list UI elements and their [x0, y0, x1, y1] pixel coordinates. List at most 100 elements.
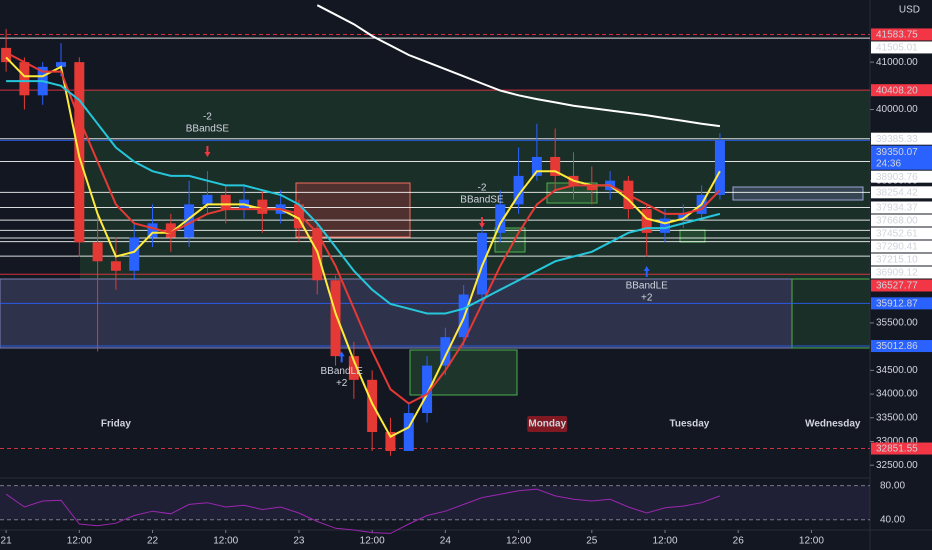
candle-body — [440, 337, 451, 366]
candle-body — [422, 365, 433, 414]
signal-label: +2 — [641, 293, 653, 304]
candle-body — [56, 62, 67, 67]
x-tick-label: 12:00 — [506, 536, 531, 547]
signal-label: -2 — [203, 112, 212, 123]
candle-body — [1, 47, 12, 63]
level-label-bg — [871, 145, 932, 170]
zone-green — [791, 278, 871, 349]
candle-body — [495, 204, 506, 233]
x-tick-label: 12:00 — [213, 536, 238, 547]
rsi-line — [5, 488, 721, 534]
level-label: 38254.42 — [876, 187, 918, 198]
day-label: Friday — [101, 419, 131, 430]
level-label-bg — [871, 201, 932, 214]
rsi-tick-label: 80.00 — [880, 480, 905, 491]
zone-green — [679, 229, 706, 243]
level-label: 37934.37 — [876, 203, 918, 214]
candle-body — [257, 199, 268, 214]
x-tick-label: 24 — [440, 536, 452, 547]
candle-body — [385, 432, 396, 451]
moving-average — [316, 4, 721, 128]
day-label: Wednesday — [805, 419, 861, 430]
candle-body — [513, 175, 524, 205]
x-tick-label: 26 — [733, 536, 745, 547]
zone-blue — [732, 186, 864, 201]
level-label: 35012.86 — [876, 341, 918, 352]
level-label: 40408.20 — [876, 85, 918, 96]
signal-label: BBandLE — [321, 366, 364, 377]
currency: USD — [899, 5, 920, 16]
rsi-band — [0, 485, 870, 520]
moving-average — [6, 80, 721, 315]
level-countdown: 24:36 — [876, 158, 901, 169]
candle-body — [678, 213, 689, 219]
level-label: 39350.07 — [876, 147, 918, 158]
level-label-bg — [871, 297, 932, 310]
level-label-bg — [871, 214, 932, 227]
level-label-bg — [871, 253, 932, 266]
level-label-bg — [871, 266, 932, 279]
candle-body — [165, 223, 176, 238]
zone-blue — [0, 278, 793, 349]
y-tick-label: 33000.00 — [876, 436, 918, 447]
x-tick-label: 12:00 — [652, 536, 677, 547]
level-label: 32851.55 — [876, 444, 918, 455]
signal-arrow — [338, 351, 345, 363]
signal-label: BBandLE — [626, 281, 669, 292]
candle-body — [550, 156, 561, 176]
candle-body — [92, 242, 103, 262]
candle-body — [660, 218, 671, 233]
zone-green — [80, 90, 870, 279]
x-tick-label: 23 — [293, 536, 305, 547]
y-tick-label: 33500.00 — [876, 412, 918, 423]
x-tick-label: 25 — [586, 536, 598, 547]
level-label: 37290.41 — [876, 242, 918, 253]
signal-arrow — [204, 145, 211, 157]
x-tick-label: 12:00 — [799, 536, 824, 547]
day-label: Monday — [528, 419, 566, 430]
signal-arrow — [478, 217, 485, 229]
level-label: 36909.12 — [876, 268, 918, 279]
x-tick-label: 21 — [1, 536, 13, 547]
level-label: 37215.10 — [876, 255, 918, 266]
signal-label: BBandSE — [186, 124, 230, 135]
level-label: 38903.76 — [876, 172, 918, 183]
candle-body — [641, 209, 652, 233]
zones — [0, 90, 871, 396]
candle-body — [129, 237, 140, 271]
level-label-bg — [871, 132, 932, 145]
candle-body — [586, 185, 597, 191]
rsi-tick-label: 40.00 — [880, 514, 905, 525]
candle-body — [293, 204, 304, 229]
level-label: 37668.00 — [876, 216, 918, 227]
candle-body — [147, 223, 158, 238]
x-tick-label: 22 — [147, 536, 159, 547]
level-label-bg — [871, 442, 932, 455]
level-label-bg — [871, 170, 932, 183]
candle-body — [714, 140, 725, 195]
level-label-bg — [871, 84, 932, 97]
y-tick-label: 40000.00 — [876, 104, 918, 115]
candle-body — [202, 194, 213, 205]
level-label: 39385.33 — [876, 134, 918, 145]
moving-average — [5, 51, 721, 405]
candle-body — [330, 280, 341, 357]
signal-label: -2 — [478, 183, 487, 194]
candle-body — [403, 413, 414, 451]
day-label-bg — [527, 416, 568, 432]
candle-body — [220, 194, 231, 210]
day-label: Tuesday — [669, 419, 709, 430]
x-tick-label: 12:00 — [360, 536, 385, 547]
candle-body — [184, 204, 195, 238]
candle-body — [110, 261, 121, 271]
level-label-bg — [871, 340, 932, 353]
signal-arrow — [643, 266, 650, 278]
level-label-bg — [871, 279, 932, 292]
signal-label: +2 — [336, 378, 348, 389]
level-label: 36527.77 — [876, 281, 918, 292]
level-label-bg — [871, 41, 932, 54]
level-label: 41583.75 — [876, 30, 918, 41]
candle-body — [348, 356, 359, 380]
y-tick-label: 34000.00 — [876, 389, 918, 400]
